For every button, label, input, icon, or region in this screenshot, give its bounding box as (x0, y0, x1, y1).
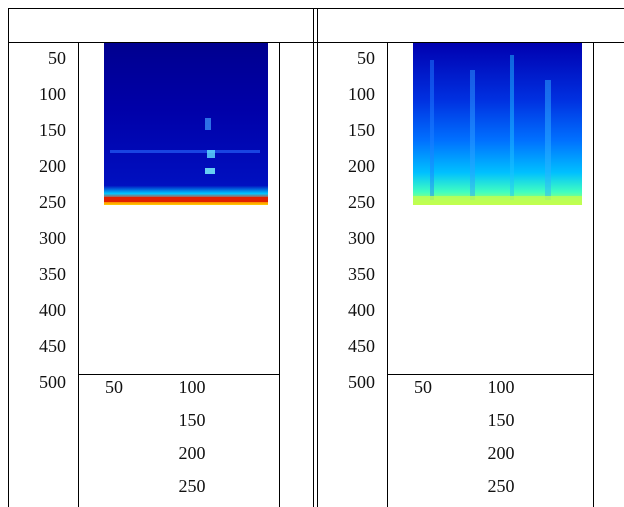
y-label: 350 (348, 264, 375, 284)
y-label: 150 (39, 120, 66, 140)
y-label: 200 (348, 156, 375, 176)
y-label: 100 (348, 84, 375, 104)
y-label: 500 (348, 372, 375, 392)
y-label: 250 (39, 192, 66, 212)
x-label: 200 (179, 443, 206, 463)
x-label: 250 (488, 476, 515, 496)
y-label: 400 (39, 300, 66, 320)
spectrogram-left (104, 43, 268, 205)
x-label: 200 (488, 443, 515, 463)
y-label: 250 (348, 192, 375, 212)
y-label: 400 (348, 300, 375, 320)
y-label: 300 (39, 228, 66, 248)
y-label: 450 (39, 336, 66, 356)
y-label: 300 (348, 228, 375, 248)
x-label: 50 (105, 377, 123, 397)
y-label: 450 (348, 336, 375, 356)
spectrogram-right (413, 43, 582, 205)
y-label: 200 (39, 156, 66, 176)
page: 50 100 150 200 250 300 350 400 450 500 50 100 150 200… (0, 0, 624, 507)
x-label: 150 (179, 410, 206, 430)
x-label: 250 (179, 476, 206, 496)
x-label: 150 (488, 410, 515, 430)
x-label: 100 (179, 377, 206, 397)
y-label: 50 (48, 48, 66, 68)
y-label: 100 (39, 84, 66, 104)
x-label: 100 (488, 377, 515, 397)
y-label: 500 (39, 372, 66, 392)
y-label: 50 (357, 48, 375, 68)
x-label: 50 (414, 377, 432, 397)
y-label: 150 (348, 120, 375, 140)
y-label: 350 (39, 264, 66, 284)
